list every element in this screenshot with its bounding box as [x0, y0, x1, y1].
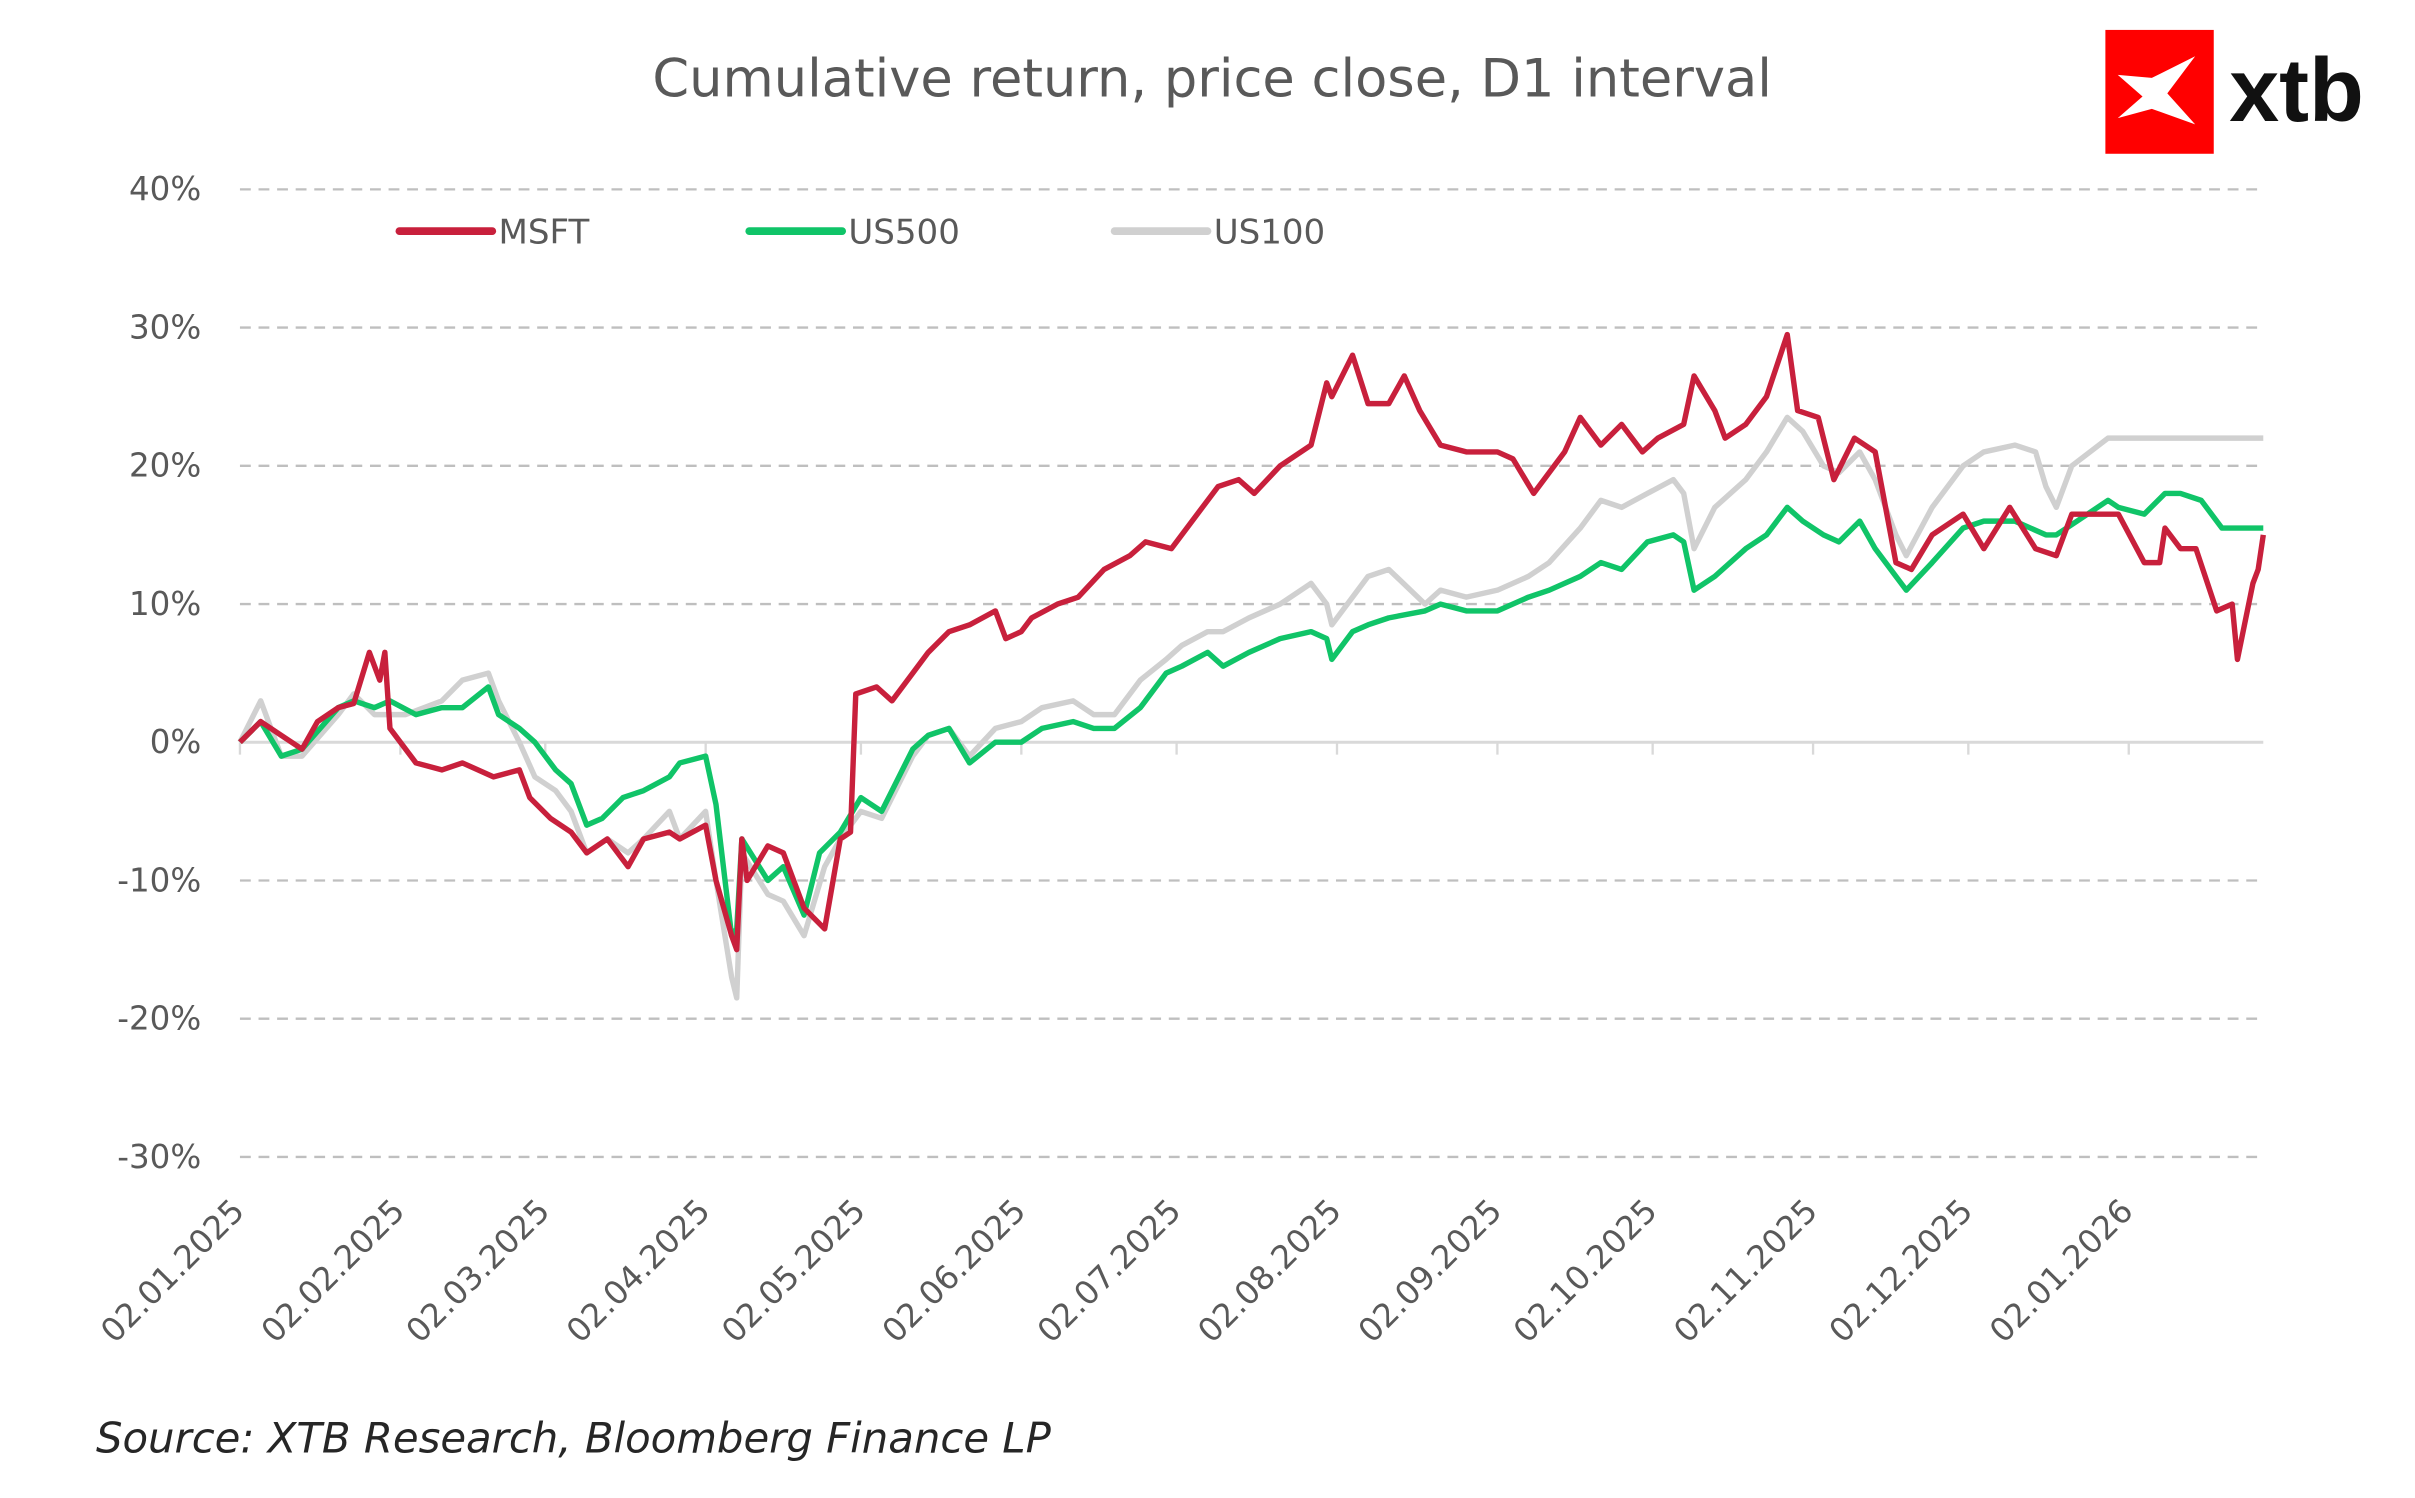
y-tick-label: 0% [150, 723, 202, 761]
legend-item-msft: MSFT [395, 213, 589, 253]
series-line-msft [238, 331, 2266, 953]
y-tick-label: 40% [129, 170, 201, 208]
x-tick-label: 02.09.2025 [1351, 1192, 1509, 1350]
x-tick-label: 02.04.2025 [559, 1192, 717, 1350]
y-tick-label: 10% [129, 585, 201, 623]
chart-title: Cumulative return, price close, D1 inter… [652, 48, 1772, 109]
legend-item-us500: US500 [745, 213, 960, 253]
x-tick-label: 02.02.2025 [254, 1192, 412, 1350]
source-note: Source: XTB Research, Bloomberg Finance … [96, 1414, 1052, 1463]
legend-item-us100: US100 [1110, 213, 1326, 253]
legend-label: US500 [848, 213, 960, 253]
x-tick-label: 02.10.2025 [1506, 1192, 1664, 1350]
y-tick-label: -30% [117, 1138, 201, 1176]
x-tick-label: 02.01.2026 [1982, 1192, 2140, 1350]
x-tick-label: 02.06.2025 [875, 1192, 1033, 1350]
x-tick-label: 02.03.2025 [399, 1192, 557, 1350]
logo-x-mark-icon [2117, 56, 2196, 125]
y-tick-label: 20% [129, 447, 201, 485]
legend-label: MSFT [498, 213, 589, 253]
y-tick-label: 30% [129, 308, 201, 346]
legend-label: US100 [1214, 213, 1326, 253]
xtb-logo: xtb [2105, 29, 2364, 154]
x-tick-label: 02.11.2025 [1666, 1192, 1824, 1350]
x-tick-label: 02.07.2025 [1030, 1192, 1188, 1350]
y-tick-label: -20% [117, 1000, 201, 1038]
series-line-us500 [238, 490, 2264, 939]
series-line-us100 [237, 414, 2264, 1001]
logo-text: xtb [2229, 41, 2364, 141]
x-tick-label: 02.12.2025 [1822, 1192, 1980, 1350]
x-tick-label: 02.01.2025 [93, 1192, 251, 1350]
x-tick-label: 02.08.2025 [1190, 1192, 1348, 1350]
y-tick-label: -10% [117, 861, 201, 899]
x-tick-label: 02.05.2025 [714, 1192, 872, 1350]
